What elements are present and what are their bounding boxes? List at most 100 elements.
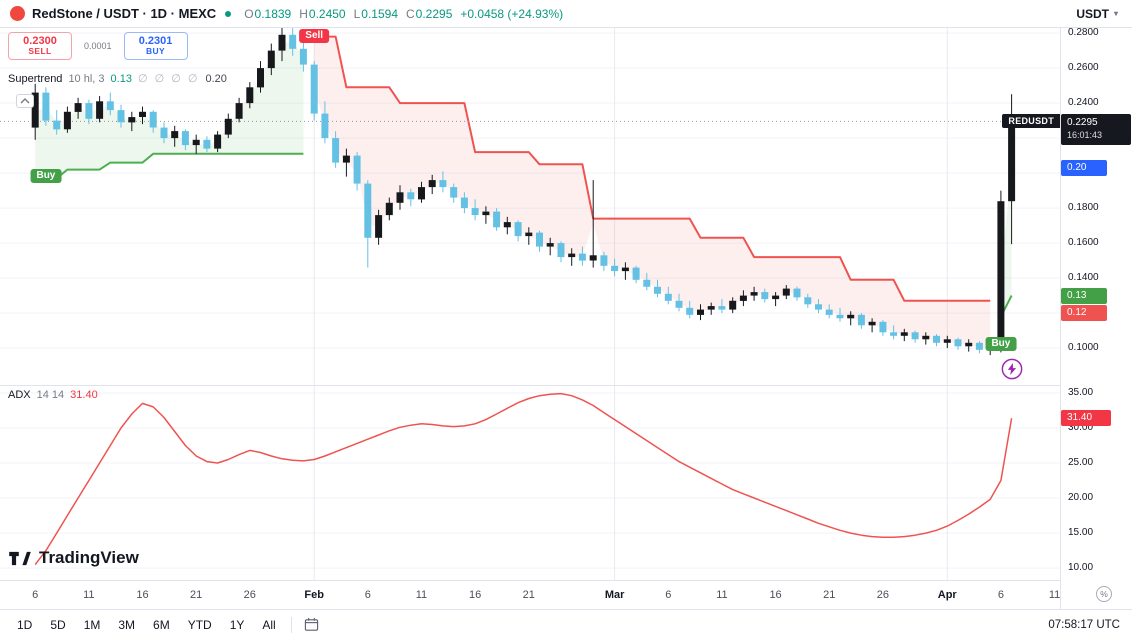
currency-selector[interactable]: USDT ▾ xyxy=(1076,7,1122,21)
adx-chart-svg[interactable] xyxy=(0,386,1060,580)
time-axis-label: 16 xyxy=(769,589,782,601)
chart-column: 0.2300 SELL 0.0001 0.2301 BUY Supertrend… xyxy=(0,28,1060,609)
time-axis-label: 6 xyxy=(32,589,39,601)
low-label: L xyxy=(353,6,361,21)
time-axis-label: Mar xyxy=(604,589,625,601)
axis-tick-label: 0.2600 xyxy=(1068,62,1099,74)
close-label: C xyxy=(406,6,415,21)
price-axis[interactable]: 0.2295 16:01:43 0.20 0.13 0.12 31.40 % 0… xyxy=(1060,27,1132,609)
axis-tick-label: 15.00 xyxy=(1068,527,1094,539)
adx-name: ADX xyxy=(8,389,31,401)
range-button-5d[interactable]: 5D xyxy=(41,614,74,636)
buy-signal-label: Buy xyxy=(30,169,62,184)
supertrend-value-2: 0.20 xyxy=(205,72,227,85)
time-axis-label: 21 xyxy=(522,589,535,601)
axis-tick-label: 0.1800 xyxy=(1068,202,1099,214)
adx-params: 14 14 xyxy=(36,389,65,401)
toolbar-divider xyxy=(290,616,292,633)
range-button-ytd[interactable]: YTD xyxy=(179,614,221,636)
redstone-logo-icon xyxy=(10,6,25,21)
supertrend-legend[interactable]: Supertrend 10 hl, 3 0.13 ∅ ∅ ∅ ∅ 0.20 xyxy=(8,72,227,86)
adx-pane[interactable]: ADX 14 14 31.40 TradingView xyxy=(0,385,1060,580)
time-axis-label: 11 xyxy=(716,589,728,601)
price-pane[interactable]: 0.2300 SELL 0.0001 0.2301 BUY Supertrend… xyxy=(0,28,1060,385)
axis-tick-label: 0.1400 xyxy=(1068,272,1099,284)
ohlc-values: O 0.1839 H 0.2450 L 0.1594 C 0.2295 +0.0458 … xyxy=(244,7,563,21)
sell-signal-label: Sell xyxy=(299,29,330,43)
chart-header: RedStone / USDT · 1D · MEXC O 0.1839 H 0.2… xyxy=(0,0,1132,28)
market-status-dot-icon xyxy=(225,10,232,17)
time-axis-label: Feb xyxy=(304,589,324,601)
buy-side-label: BUY xyxy=(145,46,166,57)
pane-collapse-button[interactable] xyxy=(16,94,34,108)
range-button-1m[interactable]: 1M xyxy=(75,614,110,636)
scale-percent-icon[interactable]: % xyxy=(1096,586,1112,602)
date-range-buttons: 1D 5D 1M 3M 6M YTD 1Y All xyxy=(8,614,285,636)
watermark-text: TradingView xyxy=(39,548,139,567)
supertrend-empty-values: ∅ ∅ ∅ ∅ xyxy=(137,73,200,85)
utc-clock[interactable]: 07:58:17 UTC xyxy=(1048,618,1120,631)
time-axis[interactable]: 6 11 16 21 26 Feb 6 11 16 21 Mar 6 11 16 21 26 Apr 6 11 xyxy=(0,580,1060,609)
spread-value: 0.0001 xyxy=(84,41,112,51)
quick-trade-lightning-icon[interactable] xyxy=(1001,358,1023,380)
change-value: +0.0458 (+24.93%) xyxy=(460,6,564,21)
currency-label: USDT xyxy=(1076,6,1109,21)
range-button-6m[interactable]: 6M xyxy=(144,614,179,636)
symbol-title[interactable]: RedStone / USDT · 1D · MEXC xyxy=(32,6,217,21)
adx-value: 31.40 xyxy=(70,389,98,401)
chevron-down-icon: ▾ xyxy=(1113,9,1118,18)
range-button-all[interactable]: All xyxy=(253,614,284,636)
symbol-cluster: RedStone / USDT · 1D · MEXC O 0.1839 H 0.2… xyxy=(10,6,563,21)
range-button-1d[interactable]: 1D xyxy=(8,614,41,636)
supertrend-down-badge: 0.12 xyxy=(1061,305,1107,322)
go-to-date-button[interactable] xyxy=(298,615,325,634)
time-axis-label: 6 xyxy=(997,589,1004,601)
supertrend-value: 0.13 xyxy=(110,72,132,85)
tradingview-watermark[interactable]: TradingView xyxy=(8,548,139,568)
supertrend-name: Supertrend xyxy=(8,72,63,85)
time-axis-label: 6 xyxy=(665,589,672,601)
last-price-badge: 0.2295 16:01:43 xyxy=(1061,114,1131,146)
buy-signal-label: Buy xyxy=(985,337,1017,352)
bottom-toolbar: 1D 5D 1M 3M 6M YTD 1Y All 07:58:17 UTC xyxy=(0,609,1132,639)
axis-tick-label: 10.00 xyxy=(1068,562,1094,574)
supertrend-up-badge: 0.13 xyxy=(1061,287,1107,304)
symbol-price-tag: REDUSDT xyxy=(1002,114,1060,129)
axis-tick-label: 30.00 xyxy=(1068,421,1094,433)
time-axis-label: 21 xyxy=(823,589,836,601)
sell-side-label: SELL xyxy=(28,46,52,57)
order-panel: 0.2300 SELL 0.0001 0.2301 BUY xyxy=(8,32,188,60)
axis-tick-label: 0.2800 xyxy=(1068,27,1099,39)
adx-legend[interactable]: ADX 14 14 31.40 xyxy=(8,389,98,401)
sell-button[interactable]: 0.2300 SELL xyxy=(8,32,72,60)
time-axis-label: 26 xyxy=(876,589,889,601)
axis-tick-label: 0.1000 xyxy=(1068,342,1099,354)
range-button-1y[interactable]: 1Y xyxy=(221,614,254,636)
low-value: 0.1594 xyxy=(361,6,398,21)
last-price-value: 0.2295 xyxy=(1067,117,1098,129)
time-axis-label: 26 xyxy=(243,589,256,601)
axis-tick-label: 25.00 xyxy=(1068,456,1094,468)
bar-countdown: 16:01:43 xyxy=(1067,130,1103,141)
time-axis-label: Apr xyxy=(937,589,957,601)
range-button-3m[interactable]: 3M xyxy=(109,614,144,636)
sell-price: 0.2300 xyxy=(23,35,57,48)
chart-main: 0.2300 SELL 0.0001 0.2301 BUY Supertrend… xyxy=(0,27,1132,609)
adx-value-badge: 31.40 xyxy=(1061,410,1111,427)
time-axis-label: 11 xyxy=(415,589,428,601)
open-label: O xyxy=(244,6,254,21)
time-axis-label: 11 xyxy=(1048,589,1061,601)
time-axis-label: 21 xyxy=(190,589,203,601)
buy-button[interactable]: 0.2301 BUY xyxy=(123,32,188,60)
alert-price-badge: 0.20 xyxy=(1061,160,1107,176)
open-value: 0.1839 xyxy=(254,6,292,21)
axis-tick-label: 0.1600 xyxy=(1068,237,1099,249)
close-value: 0.2295 xyxy=(415,6,453,21)
tradingview-logo-icon xyxy=(9,551,31,565)
axis-tick-label: 35.00 xyxy=(1068,386,1094,398)
calendar-icon xyxy=(304,617,318,631)
time-axis-label: 16 xyxy=(136,589,149,601)
high-label: H xyxy=(299,6,308,21)
high-value: 0.2450 xyxy=(308,6,346,21)
